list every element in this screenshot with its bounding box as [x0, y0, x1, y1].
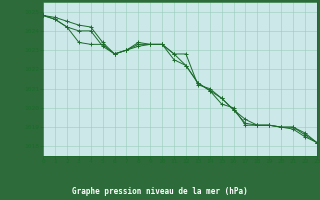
Text: Graphe pression niveau de la mer (hPa): Graphe pression niveau de la mer (hPa)	[72, 188, 248, 196]
